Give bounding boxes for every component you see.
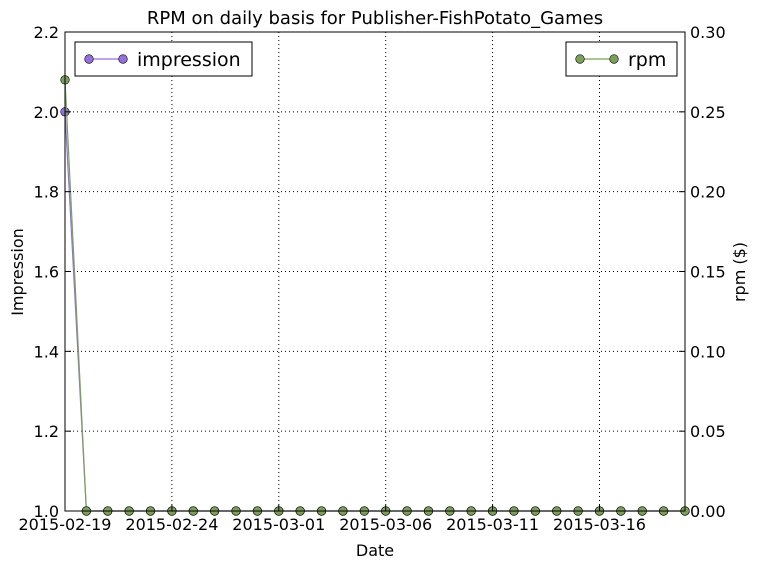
left-y-tick-label: 1.8 [34, 183, 59, 202]
series-line-impression [64, 111, 685, 512]
right-y-tick-label: 0.15 [690, 263, 726, 282]
legend-label: impression [137, 49, 241, 71]
x-tick-label: 2015-03-16 [553, 515, 646, 534]
right-y-tick-label: 0.05 [690, 422, 726, 441]
legend-box [565, 41, 678, 77]
axes: 1.0 1.2 1.4 1.6 1.8 2.0 2.2 0.00 0.05 0.10 0.15 0.2… [19, 23, 726, 534]
legend-marker [118, 54, 128, 64]
series-line-rpm [64, 79, 685, 512]
legends: impression rpm [74, 41, 678, 77]
left-y-tick-label: 1.6 [34, 263, 59, 282]
legend-marker [84, 54, 94, 64]
x-axis-label: Date [356, 541, 394, 560]
left-y-tick-label: 2.2 [34, 23, 59, 42]
series-rpm [60, 75, 690, 516]
x-tick-label: 2015-03-11 [446, 515, 539, 534]
series-impression [60, 107, 690, 516]
left-y-axis-label: Impression [8, 228, 27, 316]
x-tick-label: 2015-03-01 [232, 515, 325, 534]
legend-marker [575, 54, 585, 64]
x-tick-label: 2015-02-24 [125, 515, 218, 534]
left-y-tick-label: 2.0 [34, 103, 59, 122]
right-y-tick-label: 0.10 [690, 342, 726, 361]
legend-marker [609, 54, 619, 64]
right-y-tick-label: 0.20 [690, 183, 726, 202]
x-tick-label: 2015-03-06 [339, 515, 432, 534]
grid-lines [65, 32, 685, 511]
legend-impression: impression [74, 41, 253, 77]
left-y-tick-label: 1.4 [34, 342, 59, 361]
legend-label: rpm [628, 49, 666, 71]
chart-title: RPM on daily basis for Publisher-FishPot… [147, 8, 603, 29]
right-y-axis-label: rpm ($) [730, 242, 749, 302]
right-y-tick-label: 0.25 [690, 103, 726, 122]
right-y-tick-label: 0.30 [690, 23, 726, 42]
x-tick-label: 2015-02-19 [19, 515, 112, 534]
right-y-tick-label: 0.00 [690, 502, 726, 521]
legend-rpm: rpm [565, 41, 678, 77]
left-y-tick-label: 1.0 [34, 502, 59, 521]
series-layer [60, 75, 690, 516]
left-y-tick-label: 1.2 [34, 422, 59, 441]
